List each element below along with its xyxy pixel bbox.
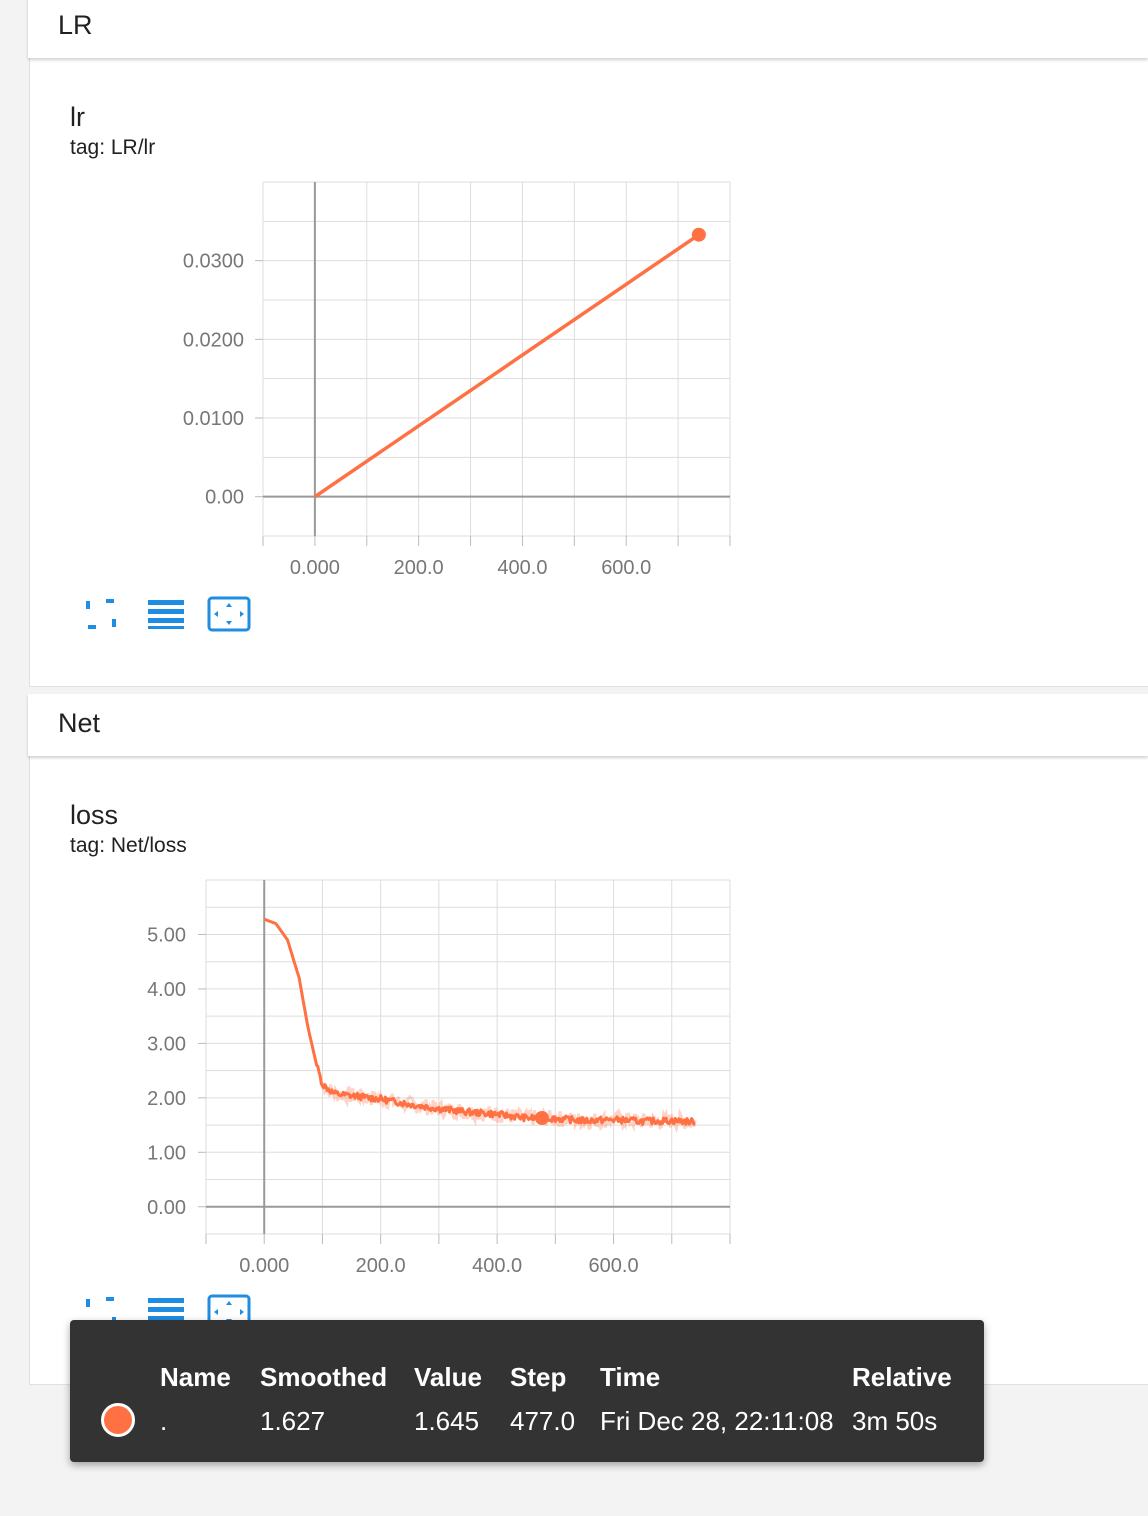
x-tick-label: 0.000	[290, 557, 340, 579]
section-header-net[interactable]: Net	[28, 694, 1148, 756]
data-tooltip: Name Smoothed Value Step Time Relative .…	[70, 1320, 984, 1462]
tooltip-header-relative: Relative	[852, 1362, 952, 1392]
x-tick-label: 600.0	[589, 1255, 639, 1277]
y-tick-label: 0.0300	[183, 251, 244, 273]
y-tick-label: 2.00	[147, 1088, 186, 1110]
section-header-lr[interactable]: LR	[28, 0, 1148, 58]
x-tick-label: 200.0	[394, 557, 444, 579]
fullscreen-icon	[86, 599, 116, 629]
section-title: LR	[58, 10, 93, 40]
loss-chart[interactable]: 0.00 1.00 2.00 3.00 4.00 5.00 0.000 200.0 400.0 6…	[0, 0, 1148, 1300]
y-tick-label: 3.00	[147, 1033, 186, 1055]
x-tick-label: 400.0	[497, 557, 547, 579]
tooltip-relative: 3m 50s	[852, 1406, 938, 1436]
x-tick-label: 400.0	[472, 1255, 522, 1277]
series-swatch	[101, 1403, 135, 1437]
tooltip-header-name: Name	[160, 1362, 231, 1392]
tooltip-header-smoothed: Smoothed	[260, 1362, 388, 1392]
tooltip-step: 477.0	[510, 1406, 576, 1436]
list-icon	[148, 600, 184, 629]
tooltip-value: 1.645	[414, 1406, 480, 1436]
x-tick-label: 600.0	[601, 557, 651, 579]
fullscreen-icon	[86, 1297, 116, 1327]
y-tick-label: 1.00	[147, 1142, 186, 1164]
y-tick-label: 0.0100	[183, 408, 244, 430]
lr-chart[interactable]: 0.00 0.0100 0.0200 0.0300 0.000 200.0 400.0 600…	[0, 0, 1148, 600]
toggle-log-button[interactable]	[143, 594, 189, 634]
x-tick-label: 200.0	[356, 1255, 406, 1277]
fit-domain-button[interactable]	[206, 594, 252, 634]
series-marker	[691, 227, 706, 242]
y-tick-label: 0.00	[147, 1197, 186, 1219]
series-line	[313, 233, 700, 499]
x-tick-label: 0.000	[239, 1255, 289, 1277]
tooltip-time: Fri Dec 28, 22:11:08	[600, 1406, 834, 1436]
y-tick-label: 4.00	[147, 979, 186, 1001]
tooltip-name: .	[160, 1406, 168, 1436]
tooltip-header-value: Value	[414, 1362, 482, 1392]
card-lr	[29, 58, 1148, 687]
tooltip-header-time: Time	[600, 1362, 661, 1392]
tooltip-smoothed: 1.627	[260, 1406, 326, 1436]
section-title: Net	[58, 708, 101, 738]
y-tick-label: 0.0200	[183, 329, 244, 351]
card-tag: tag: LR/lr	[70, 136, 156, 159]
fullscreen-button[interactable]	[78, 594, 124, 634]
card-title: lr	[70, 102, 85, 132]
tooltip-header-step: Step	[510, 1362, 567, 1392]
card-title: loss	[70, 800, 119, 830]
y-tick-label: 5.00	[147, 924, 186, 946]
fit-domain-icon	[207, 596, 251, 632]
series-line	[263, 917, 696, 1126]
series-marker	[534, 1110, 549, 1125]
card-tag: tag: Net/loss	[70, 834, 187, 857]
fullscreen-button[interactable]	[78, 1292, 124, 1332]
y-tick-label: 0.00	[205, 487, 244, 509]
